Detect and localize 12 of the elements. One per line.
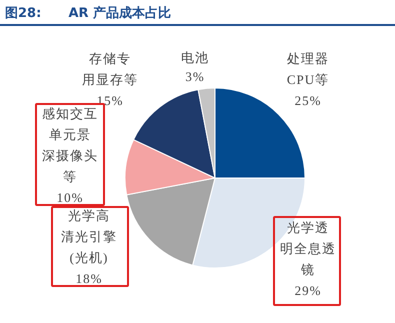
data-label: 10%: [56, 190, 84, 205]
slice-label: 电池: [181, 50, 209, 65]
slice-label: 存储专用显存等: [82, 51, 138, 87]
chart-title: 图28: AR 产品成本占比: [5, 4, 172, 22]
slice-label: 光学高清光引擎(光机): [61, 208, 117, 265]
slice-label: 处理器CPU等: [286, 51, 330, 87]
data-label: 18%: [76, 271, 102, 286]
data-label: 3%: [185, 69, 205, 84]
data-label: 25%: [294, 93, 322, 108]
slice-label: 光学透明全息透镜: [280, 220, 336, 277]
data-label: 29%: [294, 283, 322, 298]
slice-label: 感知交互单元景深摄像头等: [42, 106, 98, 184]
